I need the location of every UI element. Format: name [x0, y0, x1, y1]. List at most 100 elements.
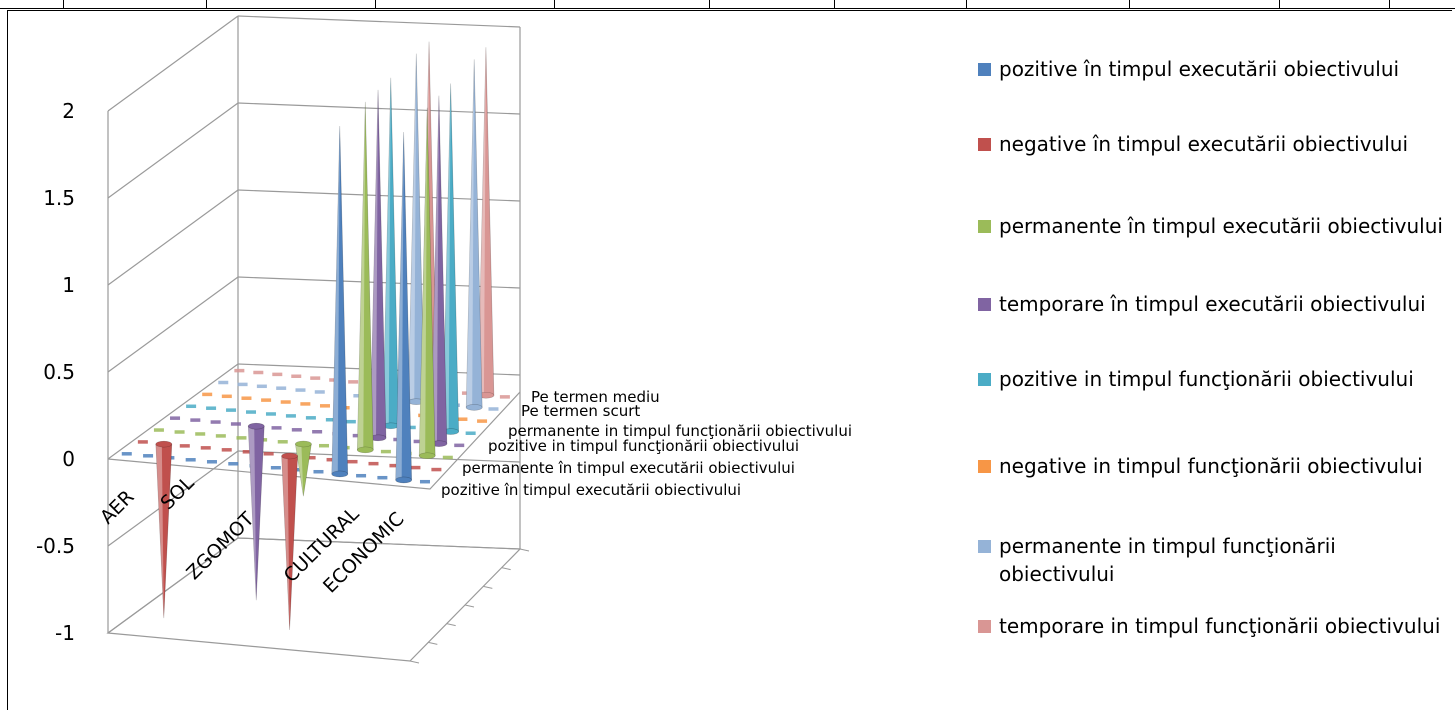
- cone: [418, 107, 436, 460]
- legend-label: temporare in timpul funcţionării obiecti…: [999, 614, 1441, 638]
- legend-item: permanente in timpul funcţionării obiect…: [978, 532, 1448, 588]
- zero-plane-marker: [465, 431, 476, 435]
- depth-label: permanente în timpul executării obiectiv…: [462, 459, 795, 477]
- depth-tick: [446, 623, 456, 627]
- cone-base: [331, 470, 349, 478]
- zero-plane-marker: [270, 466, 281, 470]
- zero-plane-marker: [292, 467, 303, 472]
- legend-swatch: [978, 138, 991, 151]
- legend-item: pozitive în timpul executării obiectivul…: [978, 55, 1448, 83]
- zero-plane-marker: [454, 443, 465, 448]
- cone-base: [465, 404, 483, 411]
- cone-base: [155, 440, 173, 448]
- zero-plane-marker: [221, 394, 232, 399]
- zero-plane-marker: [410, 465, 421, 470]
- cone: [477, 47, 495, 399]
- depth-tick: [483, 585, 493, 589]
- cone-highlight: [442, 83, 451, 432]
- zero-plane-marker: [263, 452, 274, 456]
- chart-walls: [106, 15, 530, 664]
- zero-plane-marker: [210, 420, 221, 424]
- zero-plane-marker: [413, 439, 424, 444]
- depth-label: pozitive în timpul executării obiectivul…: [441, 481, 741, 499]
- zero-plane-marker: [285, 414, 296, 418]
- zero-plane-marker: [356, 473, 367, 478]
- zero-plane-marker: [314, 390, 325, 394]
- cone-base: [356, 446, 374, 454]
- zero-plane-marker: [488, 407, 499, 411]
- legend-item: permanente în timpul executării obiectiv…: [978, 212, 1448, 240]
- left-wall-gridline: [107, 102, 239, 199]
- zero-plane-marker: [377, 475, 388, 480]
- cone-highlight: [395, 131, 404, 480]
- zero-plane-marker: [242, 450, 253, 454]
- legend-item: negative în timpul executării obiectivul…: [978, 130, 1448, 158]
- zero-plane-marker: [291, 374, 302, 378]
- y-tick-label: 0.5: [43, 360, 75, 384]
- legend-item: pozitive in timpul funcţionării obiectiv…: [978, 365, 1448, 393]
- legend-item: temporare în timpul executării obiectivu…: [978, 290, 1448, 318]
- zero-plane-marker: [174, 430, 185, 434]
- y-axis-ticks: 2 1.5 1 0.5 0 -0.5 -1: [36, 99, 75, 645]
- zero-plane-marker: [419, 479, 430, 484]
- cone-base: [418, 452, 436, 460]
- zero-plane-marker: [389, 463, 400, 468]
- zero-plane-marker: [272, 372, 283, 377]
- zero-plane-marker: [305, 416, 316, 420]
- legend-label: pozitive in timpul funcţionării obiectiv…: [999, 367, 1414, 391]
- cone-highlight: [408, 53, 417, 402]
- cone: [369, 89, 387, 442]
- legend-swatch: [978, 298, 991, 311]
- legend-swatch: [978, 620, 991, 633]
- category-label: AER: [96, 486, 139, 529]
- zero-plane-marker: [368, 461, 379, 466]
- cone-highlight: [248, 426, 257, 601]
- zero-plane-marker: [200, 446, 211, 450]
- strip-separator: [63, 0, 64, 8]
- strip-separator: [709, 0, 710, 8]
- zero-plane-marker: [186, 404, 197, 409]
- cone: [155, 440, 173, 619]
- strip-separator: [1279, 0, 1280, 8]
- legend-label: negative în timpul executării obiectivul…: [999, 132, 1409, 156]
- legend-label: permanente în timpul executării obiectiv…: [999, 214, 1443, 238]
- strip-separator: [1129, 0, 1130, 8]
- zero-plane-marker: [325, 418, 336, 422]
- zero-plane-marker: [121, 452, 132, 456]
- zero-plane-marker: [230, 422, 241, 426]
- zero-plane-marker: [185, 458, 196, 462]
- zero-plane-marker: [348, 380, 359, 384]
- depth-label: Pe termen scurt: [521, 402, 640, 420]
- zero-plane-marker: [405, 425, 416, 430]
- zero-plane-marker: [345, 419, 356, 424]
- left-wall-gridline: [107, 15, 239, 112]
- y-tick-label: -0.5: [36, 534, 75, 558]
- cone: [356, 101, 374, 454]
- cone: [465, 59, 483, 411]
- depth-tick: [409, 660, 420, 664]
- left-wall-gridline: [107, 363, 239, 460]
- zero-plane-marker: [179, 444, 190, 448]
- zero-plane-marker: [431, 467, 442, 472]
- zero-plane-marker: [190, 418, 201, 422]
- zero-plane-marker: [499, 395, 510, 399]
- zero-plane-marker: [310, 376, 321, 380]
- zero-plane-marker: [218, 380, 229, 385]
- zero-plane-marker: [234, 368, 245, 373]
- zero-plane-marker: [319, 443, 330, 448]
- legend-label: negative in timpul funcţionării obiectiv…: [999, 454, 1423, 478]
- depth-tick: [501, 567, 511, 571]
- cone: [281, 452, 298, 631]
- zero-plane-marker: [170, 416, 181, 420]
- zero-plane-marker: [237, 382, 248, 387]
- zero-plane-marker: [280, 400, 291, 404]
- y-tick-label: -1: [55, 621, 75, 645]
- zero-plane-marker: [319, 404, 330, 408]
- left-wall-gridline: [107, 189, 239, 286]
- cone-highlight: [430, 95, 439, 444]
- zero-plane-marker: [226, 408, 237, 412]
- cone-base: [281, 452, 298, 460]
- zero-plane-marker: [261, 398, 272, 402]
- strip-separator: [375, 0, 376, 8]
